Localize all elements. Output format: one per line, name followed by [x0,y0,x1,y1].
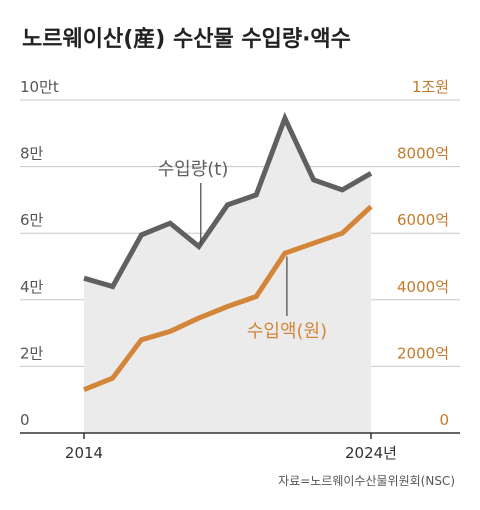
right-axis-tick-label: 4000억 [397,278,449,296]
series [83,111,373,393]
callouts: 수입량(t) 수입액(원) [158,159,328,342]
left-axis-tick-label: 0 [20,411,30,429]
right-axis-tick-label: 8000억 [397,145,449,163]
tick-labels: 0 2만 4만 6만 8만 10만t 0 2000억 4000억 6000억 8000억 1조원 201… [20,78,449,462]
left-axis-tick-label: 2만 [20,344,44,362]
left-axis-tick-label: 10만t [20,78,59,96]
value-series-label: 수입액(원) [247,321,327,342]
right-axis-tick-label: 1조원 [412,78,449,96]
value-line [83,204,373,393]
left-axis-tick-label: 6만 [20,211,44,229]
chart-title: 노르웨이산(産) 수산물 수입량·액수 [22,26,351,52]
volume-line [83,111,373,290]
left-axis-tick-label: 4만 [20,278,44,296]
source-note: 자료=노르웨이수산물위원회(NSC) [278,474,455,488]
axes [20,432,460,439]
volume-series-label: 수입량(t) [158,159,229,180]
left-axis-tick-label: 8만 [20,145,44,163]
volume-area-fill [84,118,371,433]
x-axis-tick-label: 2014 [65,444,103,462]
right-axis-tick-label: 2000억 [397,344,449,362]
right-axis-tick-label: 6000억 [397,211,449,229]
x-axis-tick-label: 2024년 [345,444,397,462]
volume-area [84,118,371,433]
right-axis-tick-label: 0 [439,411,449,429]
